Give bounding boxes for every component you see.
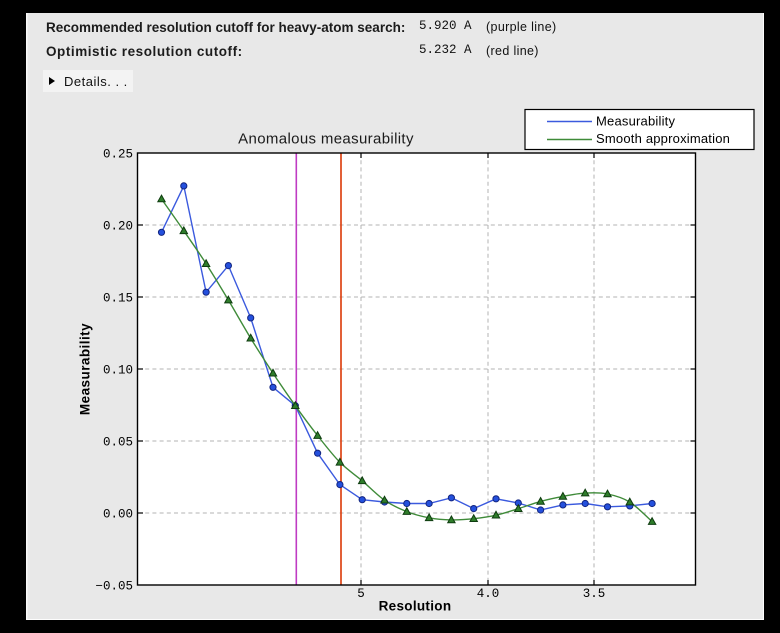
svg-text:0.15: 0.15 [103, 292, 133, 306]
svg-text:0.20: 0.20 [103, 220, 133, 234]
svg-text:0.10: 0.10 [103, 364, 133, 378]
svg-text:Anomalous measurability: Anomalous measurability [238, 131, 414, 148]
svg-text:Smooth approximation: Smooth approximation [596, 131, 730, 146]
svg-text:5: 5 [357, 587, 365, 601]
svg-text:0.25: 0.25 [103, 148, 133, 162]
svg-text:−0.05: −0.05 [95, 580, 133, 594]
svg-text:Measurability: Measurability [78, 323, 93, 415]
svg-text:3.5: 3.5 [583, 587, 606, 601]
svg-text:0.00: 0.00 [103, 508, 133, 522]
svg-text:Measurability: Measurability [596, 114, 675, 129]
svg-text:0.05: 0.05 [103, 436, 133, 450]
svg-text:Resolution: Resolution [379, 599, 452, 614]
svg-text:4.0: 4.0 [477, 587, 500, 601]
